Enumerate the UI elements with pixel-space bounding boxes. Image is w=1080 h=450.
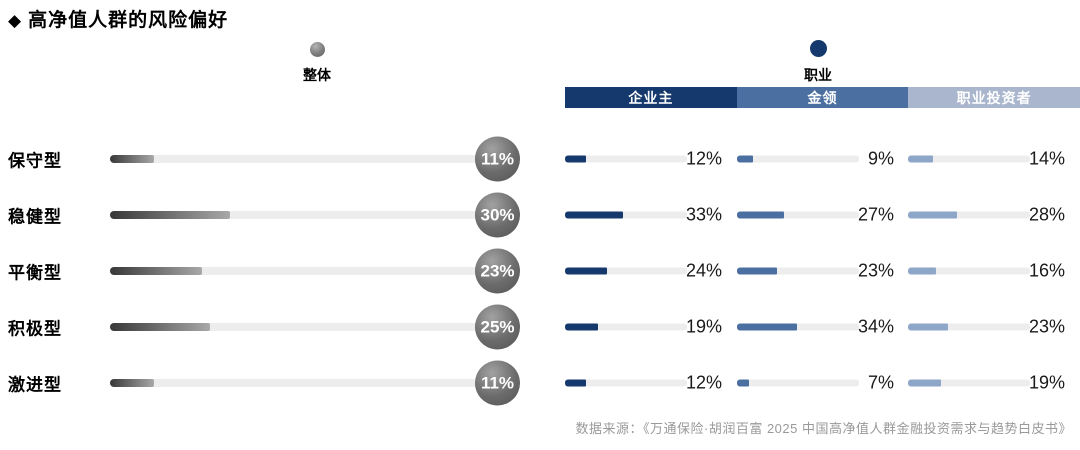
occupation-bar-track [565, 267, 687, 275]
legend-occupation: 职业 [784, 40, 852, 85]
occupation-bar-fill [737, 379, 749, 387]
occupation-value-label: 23% [857, 260, 894, 281]
diamond-icon: ◆ [8, 11, 23, 30]
occupation-bar-track [908, 211, 1030, 219]
chart-row: 激进型 11% 12% 7% 19% [0, 355, 1080, 411]
data-source-note: 数据来源：《万通保险·胡润百富 2025 中国高净值人群金融投资需求与趋势白皮书… [575, 421, 1072, 436]
overall-bar-track [110, 323, 495, 331]
overall-bar-fill [110, 155, 154, 163]
occupation-value-label: 19% [1028, 372, 1065, 393]
overall-value-badge: 25% [475, 304, 520, 350]
occupation-bar-fill [737, 323, 797, 331]
page-title-text: 高净值人群的风险偏好 [28, 10, 229, 31]
occupation-bar-track [908, 267, 1030, 275]
overall-bar-track [110, 379, 495, 387]
occupation-bar-fill [737, 267, 777, 275]
occupation-value-label: 34% [857, 316, 894, 337]
occupation-bar-fill [908, 323, 948, 331]
legend-overall-label: 整体 [303, 67, 331, 83]
occupation-value-label: 19% [685, 316, 722, 337]
occupation-bar-fill [908, 379, 941, 387]
occupation-value-label: 12% [685, 372, 722, 393]
risk-category-label: 稳健型 [8, 207, 62, 227]
overall-bar-track [110, 155, 495, 163]
occupation-bar-fill [565, 267, 607, 275]
legend-occupation-label: 职业 [804, 67, 832, 83]
risk-category-label: 保守型 [8, 151, 62, 171]
occupation-value-label: 33% [685, 204, 722, 225]
chart-row: 稳健型 30% 33% 27% 28% [0, 187, 1080, 243]
occupation-bar-track [908, 379, 1030, 387]
chart-row: 积极型 25% 19% 34% 23% [0, 299, 1080, 355]
occupation-bar-fill [908, 267, 936, 275]
occupation-value-label: 16% [1028, 260, 1065, 281]
occupation-bar-track [565, 211, 687, 219]
overall-bar-fill [110, 379, 154, 387]
overall-bar-track [110, 267, 495, 275]
occupation-bar-track [737, 323, 859, 331]
occupation-bar-track [908, 323, 1030, 331]
risk-category-label: 激进型 [8, 375, 62, 395]
occupation-value-label: 27% [857, 204, 894, 225]
occupation-value-label: 7% [867, 372, 894, 393]
occupation-bar-track [565, 323, 687, 331]
occupation-bar-fill [565, 379, 586, 387]
header-segment-business-owner: 企业主 [565, 87, 737, 108]
overall-value-badge: 11% [475, 360, 520, 406]
occupation-bar-track [737, 211, 859, 219]
chart-rows: 保守型 11% 12% 9% 14% 稳健型 30% 33% 27% 28% 平衡型 23% 24% 23… [0, 131, 1080, 411]
occupation-bar-fill [565, 323, 598, 331]
occupation-bar-fill [737, 155, 753, 163]
overall-bar-fill [110, 267, 202, 275]
occupation-bar-track [565, 155, 687, 163]
overall-dot-icon [309, 42, 325, 57]
occupation-value-label: 9% [867, 148, 894, 169]
occupation-value-label: 28% [1028, 204, 1065, 225]
overall-bar-fill [110, 323, 210, 331]
occupation-value-label: 24% [685, 260, 722, 281]
risk-category-label: 积极型 [8, 319, 62, 339]
occupation-bar-track [737, 155, 859, 163]
occupation-bar-fill [908, 155, 933, 163]
occupation-dot-icon [809, 40, 827, 57]
overall-bar-track [110, 211, 495, 219]
overall-value-badge: 30% [475, 192, 520, 238]
occupation-bar-fill [565, 155, 586, 163]
occupation-value-label: 12% [685, 148, 722, 169]
overall-value-badge: 23% [475, 248, 520, 294]
occupation-bar-fill [737, 211, 784, 219]
header-segment-gold-collar: 金领 [736, 87, 909, 108]
occupation-value-label: 14% [1028, 148, 1065, 169]
risk-category-label: 平衡型 [8, 263, 62, 283]
chart-row: 平衡型 23% 24% 23% 16% [0, 243, 1080, 299]
occupation-value-label: 23% [1028, 316, 1065, 337]
chart-row: 保守型 11% 12% 9% 14% [0, 131, 1080, 187]
occupation-bar-track [737, 267, 859, 275]
occupation-bar-fill [908, 211, 957, 219]
legend-overall: 整体 [283, 42, 351, 85]
occupation-bar-track [565, 379, 687, 387]
occupation-header-bar: 企业主 金领 职业投资者 [565, 87, 1080, 108]
overall-value-badge: 11% [475, 136, 520, 182]
overall-bar-fill [110, 211, 230, 219]
header-segment-professional-investor: 职业投资者 [908, 87, 1080, 108]
occupation-bar-fill [565, 211, 623, 219]
page-title: ◆ 高净值人群的风险偏好 [8, 5, 228, 32]
occupation-bar-track [737, 379, 859, 387]
occupation-bar-track [908, 155, 1030, 163]
